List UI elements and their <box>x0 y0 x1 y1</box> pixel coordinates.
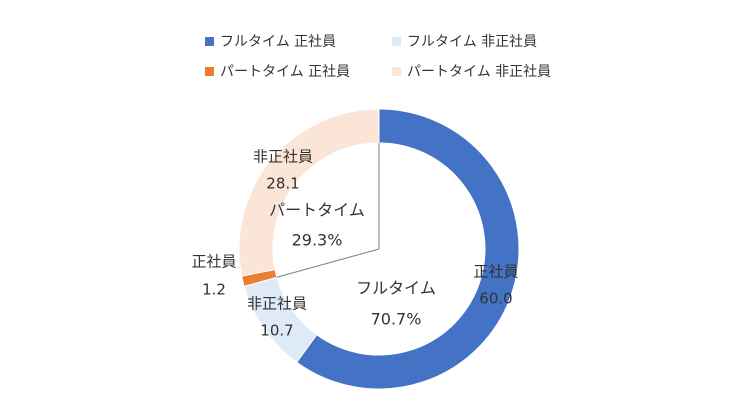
legend-swatch <box>392 67 401 76</box>
legend-item: フルタイム 正社員 <box>205 34 336 50</box>
legend-label: パートタイム 正社員 <box>220 64 350 80</box>
legend-swatch <box>392 37 401 46</box>
donut-ring <box>238 108 520 390</box>
group-percent-label: 70.7% <box>371 310 422 329</box>
legend-label: パートタイム 非正社員 <box>407 64 551 80</box>
group-divider-line <box>276 248 380 278</box>
data-labels: 正社員 60.0 非正社員 10.7 正社員 1.2 非正社員 28.1 フルタイム 70.7% パ… <box>191 148 518 340</box>
group-percent-label: 29.3% <box>292 231 343 250</box>
legend-swatch <box>205 37 214 46</box>
legend-label: フルタイム 正社員 <box>220 34 336 50</box>
legend-label: フルタイム 非正社員 <box>407 34 537 50</box>
segment-value-label: 28.1 <box>266 175 299 193</box>
legend-swatch <box>205 67 214 76</box>
group-name-label: パートタイム <box>269 201 365 220</box>
legend-item: パートタイム 正社員 <box>205 64 350 80</box>
donut-segment <box>296 108 520 390</box>
segment-value-label: 1.2 <box>202 281 226 299</box>
legend-item: パートタイム 非正社員 <box>392 64 551 80</box>
donut-segment <box>238 108 380 277</box>
group-name-label: フルタイム <box>356 279 436 298</box>
segment-category-label: 正社員 <box>191 253 236 271</box>
segment-category-label: 正社員 <box>473 263 518 281</box>
segment-value-label: 60.0 <box>479 290 512 308</box>
inner-dividers <box>276 143 380 278</box>
segment-value-label: 10.7 <box>260 322 293 340</box>
segment-category-label: 非正社員 <box>253 148 313 166</box>
segment-category-label: 非正社員 <box>247 295 307 313</box>
legend-item: フルタイム 非正社員 <box>392 34 537 50</box>
donut-segment <box>243 276 318 363</box>
